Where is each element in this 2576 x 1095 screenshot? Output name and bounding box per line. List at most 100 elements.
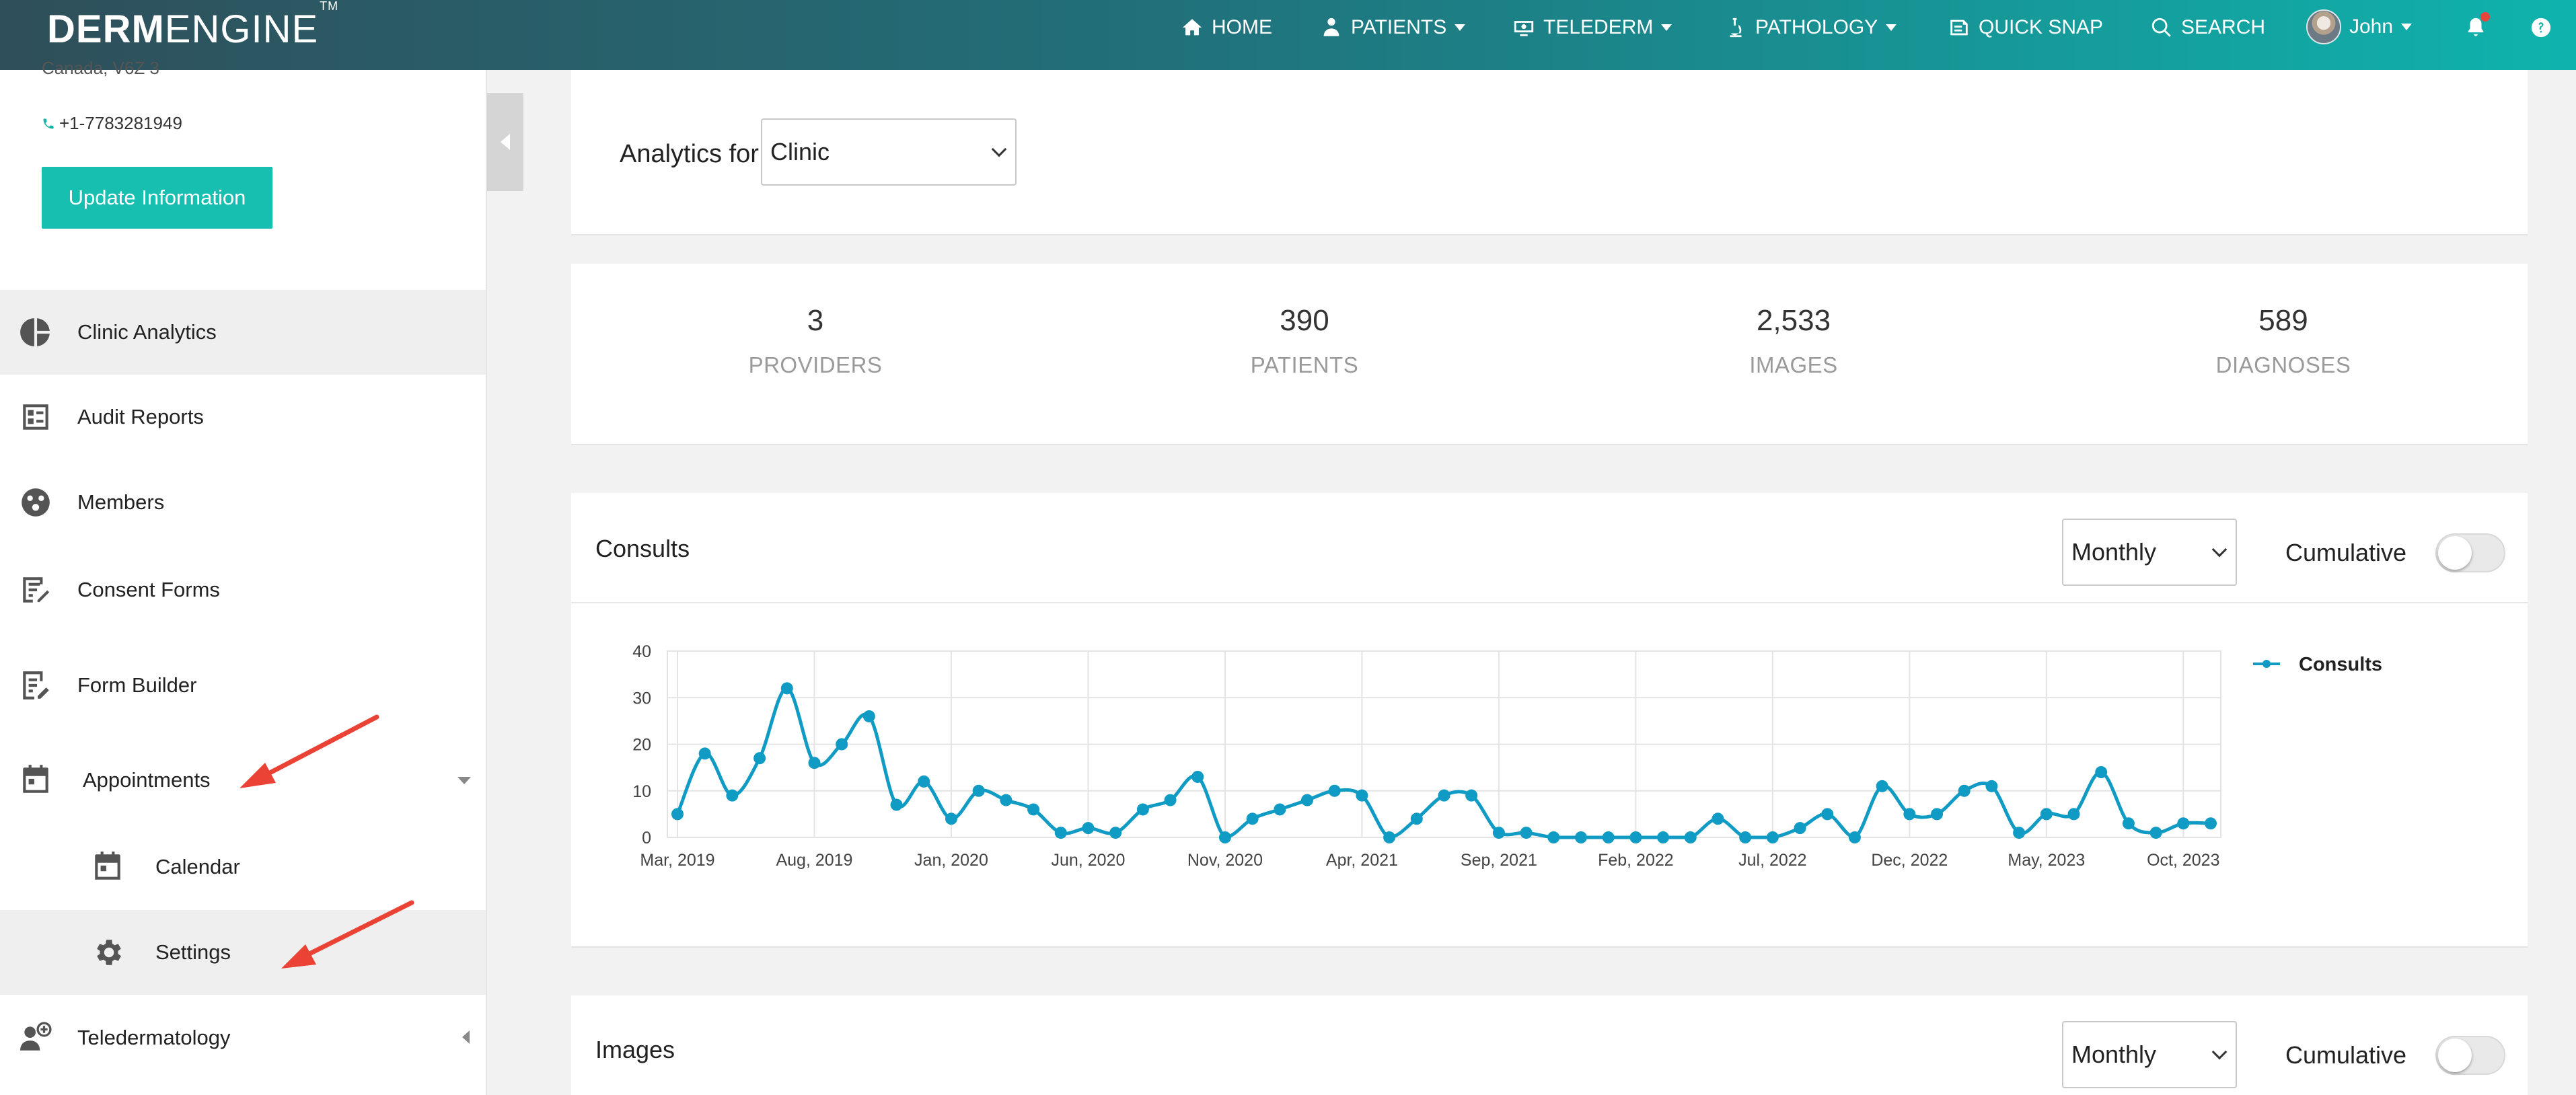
y-tick-label: 40 — [632, 642, 651, 661]
data-point[interactable] — [1547, 831, 1560, 843]
chart-x-axis: Mar, 2019 Aug, 2019 Jan, 2020 Jun, 2020 Nov,… — [640, 851, 2219, 870]
x-tick-label: Jul, 2022 — [1738, 851, 1806, 870]
data-point[interactable] — [1684, 831, 1697, 843]
data-point[interactable] — [972, 784, 985, 797]
data-point[interactable] — [862, 710, 875, 722]
data-point[interactable] — [1383, 831, 1396, 843]
data-point[interactable] — [1821, 808, 1834, 821]
nav-patients[interactable]: PATIENTS — [1320, 13, 1466, 42]
sidebar-item-calendar[interactable]: Calendar — [0, 825, 486, 909]
sidebar-item-form-builder[interactable]: Form Builder — [0, 643, 486, 728]
sidebar-item-audit-reports[interactable]: Audit Reports — [0, 375, 486, 459]
dermengine-logo[interactable]: DERMENGINETM — [47, 0, 339, 51]
data-point[interactable] — [2122, 817, 2135, 830]
sidebar-item-appointments[interactable]: Appointments — [0, 738, 486, 823]
data-point[interactable] — [1027, 803, 1040, 816]
data-point[interactable] — [945, 813, 957, 825]
chevron-down-icon — [2401, 24, 2413, 30]
form-builder-icon — [18, 668, 53, 703]
data-point[interactable] — [780, 682, 793, 695]
data-point[interactable] — [1218, 831, 1231, 843]
data-point[interactable] — [890, 798, 903, 811]
data-point[interactable] — [753, 752, 766, 765]
data-point[interactable] — [1739, 831, 1752, 843]
consults-period-select[interactable]: Monthly — [2062, 519, 2237, 586]
data-point[interactable] — [1602, 831, 1615, 843]
data-point[interactable] — [836, 738, 848, 751]
nav-pathology[interactable]: PATHOLOGY — [1724, 13, 1897, 42]
clinic-phone: +1-7783281949 — [42, 113, 182, 134]
sidebar-item-consent-forms[interactable]: Consent Forms — [0, 548, 486, 632]
data-point[interactable] — [2067, 808, 2080, 821]
stat-patients: 390 PATIENTS — [1250, 304, 1359, 377]
data-point[interactable] — [2149, 827, 2162, 839]
data-point[interactable] — [1109, 827, 1122, 839]
chevron-down-icon — [2211, 541, 2228, 558]
legend-point-swatch — [2262, 660, 2271, 668]
data-point[interactable] — [726, 789, 739, 802]
data-point[interactable] — [1000, 794, 1013, 806]
data-point[interactable] — [1629, 831, 1642, 843]
data-point[interactable] — [1164, 794, 1177, 806]
nav-user-menu[interactable]: John — [2306, 8, 2413, 46]
data-point[interactable] — [1054, 827, 1067, 839]
data-point[interactable] — [1903, 808, 1916, 821]
data-point[interactable] — [1136, 803, 1149, 816]
data-point[interactable] — [1082, 822, 1095, 835]
data-point[interactable] — [1520, 827, 1533, 839]
data-point[interactable] — [2205, 817, 2217, 830]
report-list-icon — [18, 400, 53, 435]
analytics-scope-select[interactable]: Clinic — [761, 118, 1017, 186]
data-point[interactable] — [698, 747, 711, 760]
data-point[interactable] — [671, 808, 684, 821]
chart-grid — [667, 650, 2221, 838]
nav-home[interactable]: HOME — [1181, 13, 1272, 42]
sidebar-collapse-toggle[interactable] — [487, 93, 523, 191]
nav-quick-snap[interactable]: QUICK SNAP — [1948, 13, 2103, 42]
nav-help[interactable] — [2530, 13, 2552, 42]
data-point[interactable] — [1301, 794, 1314, 806]
chart-legend[interactable]: Consults — [2253, 654, 2382, 675]
images-cumulative-toggle[interactable] — [2435, 1036, 2505, 1075]
nav-notifications[interactable] — [2464, 12, 2490, 42]
chevron-left-icon — [501, 134, 510, 150]
data-point[interactable] — [1766, 831, 1779, 843]
data-point[interactable] — [1931, 808, 1944, 821]
data-point[interactable] — [1876, 780, 1888, 792]
sidebar-item-settings[interactable]: Settings — [0, 910, 486, 995]
data-point[interactable] — [1958, 784, 1971, 797]
data-point[interactable] — [1794, 822, 1806, 835]
nav-telederm[interactable]: TELEDERM — [1512, 13, 1672, 42]
sidebar-item-teledermatology[interactable]: Teledermatology — [0, 995, 486, 1080]
data-point[interactable] — [2177, 817, 2190, 830]
data-point[interactable] — [1274, 803, 1286, 816]
data-point[interactable] — [2013, 827, 2026, 839]
stats-panel: 3 PROVIDERS 390 PATIENTS 2,533 IMAGES 58… — [571, 264, 2528, 445]
data-point[interactable] — [1465, 789, 1478, 802]
data-point[interactable] — [1985, 780, 1998, 792]
quick-snap-icon — [1950, 20, 1968, 36]
images-period-select[interactable]: Monthly — [2062, 1021, 2237, 1088]
data-point[interactable] — [1657, 831, 1670, 843]
data-point[interactable] — [1712, 813, 1724, 825]
data-point[interactable] — [1492, 827, 1505, 839]
consults-cumulative-toggle[interactable] — [2435, 533, 2505, 572]
data-point[interactable] — [1410, 813, 1423, 825]
data-point[interactable] — [2095, 766, 2108, 779]
x-tick-label: Apr, 2021 — [1326, 851, 1398, 870]
data-point[interactable] — [1246, 813, 1259, 825]
sidebar-item-clinic-analytics[interactable]: Clinic Analytics — [0, 290, 486, 375]
data-point[interactable] — [808, 757, 821, 769]
update-information-button[interactable]: Update Information — [42, 167, 272, 229]
nav-search[interactable]: SEARCH — [2150, 13, 2265, 42]
sidebar-item-members[interactable]: Members — [0, 460, 486, 545]
data-point[interactable] — [2040, 808, 2053, 821]
data-point[interactable] — [1328, 784, 1341, 797]
data-point[interactable] — [1438, 789, 1450, 802]
data-point[interactable] — [1848, 831, 1861, 843]
chevron-down-icon — [1661, 24, 1672, 31]
data-point[interactable] — [918, 775, 930, 788]
data-point[interactable] — [1191, 770, 1204, 783]
data-point[interactable] — [1356, 789, 1368, 802]
data-point[interactable] — [1574, 831, 1587, 843]
